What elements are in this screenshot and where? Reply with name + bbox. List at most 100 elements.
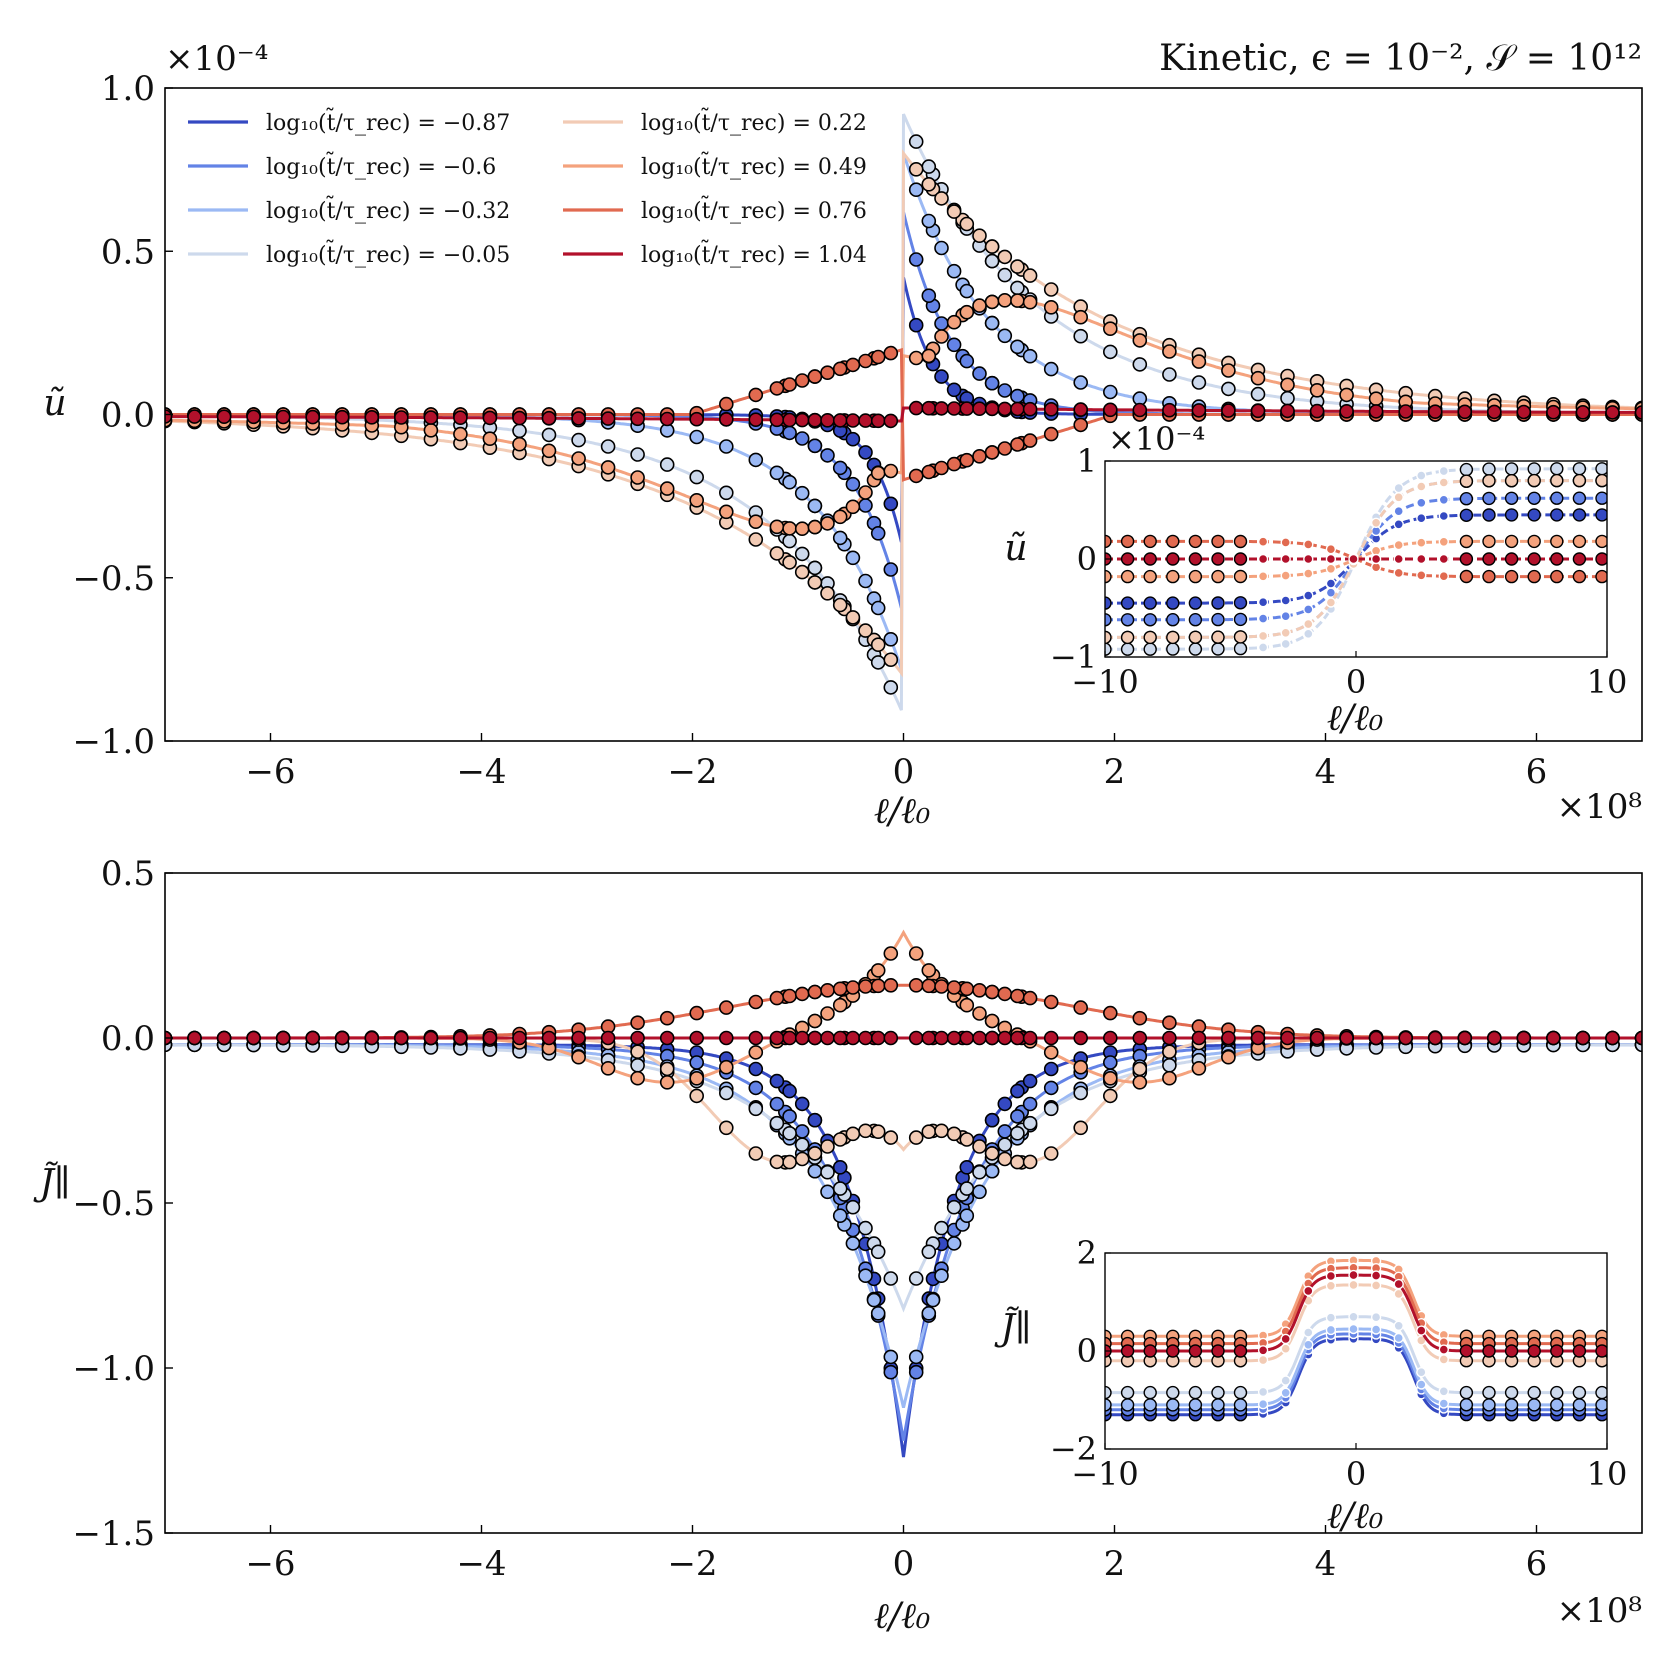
data-point bbox=[782, 1083, 797, 1099]
data-point bbox=[820, 982, 835, 998]
data-point bbox=[883, 1271, 899, 1286]
data-point bbox=[748, 1030, 764, 1046]
inset-data-point bbox=[1280, 553, 1291, 565]
data-point bbox=[1368, 1030, 1384, 1046]
inset-data-point bbox=[1572, 552, 1587, 566]
data-point bbox=[1073, 375, 1088, 390]
y-tick-label: 0.0 bbox=[101, 396, 155, 436]
inset-data-point bbox=[1572, 1385, 1587, 1400]
data-point bbox=[571, 432, 586, 448]
data-point bbox=[689, 1088, 705, 1104]
inset-data-point bbox=[1482, 552, 1496, 566]
legend-label: log₁₀(t̃/τ_rec) = 0.22 bbox=[641, 106, 867, 136]
data-point bbox=[820, 1164, 835, 1180]
inset-data-point bbox=[1393, 539, 1404, 551]
data-point bbox=[1162, 1015, 1177, 1031]
data-point bbox=[946, 382, 962, 398]
inset-data-point bbox=[1370, 1270, 1382, 1281]
data-point bbox=[866, 1292, 882, 1308]
data-point bbox=[1546, 1030, 1561, 1046]
inset-data-point bbox=[1572, 534, 1587, 549]
inset-data-point bbox=[1166, 534, 1180, 549]
inset-data-point bbox=[1482, 1344, 1496, 1358]
x-tick-label: −6 bbox=[245, 752, 295, 792]
inset-data-point bbox=[1595, 491, 1607, 505]
top-inset-y-axis-label: ũ bbox=[1004, 528, 1027, 569]
legend-label: log₁₀(t̃/τ_rec) = 0.76 bbox=[641, 194, 867, 224]
inset-data-point bbox=[1550, 491, 1564, 505]
data-point bbox=[883, 345, 899, 361]
inset-data-point bbox=[1166, 1398, 1180, 1412]
data-point bbox=[908, 1364, 924, 1380]
data-point bbox=[984, 1013, 1000, 1029]
data-point bbox=[1010, 1126, 1025, 1141]
inset-data-point bbox=[1303, 618, 1314, 630]
top-axes-frame bbox=[164, 87, 1643, 742]
inset-data-point bbox=[1527, 508, 1541, 522]
inset-data-point bbox=[1325, 597, 1337, 608]
data-point bbox=[997, 328, 1013, 344]
data-point bbox=[794, 431, 810, 446]
x-tick-label: 2 bbox=[1104, 752, 1126, 792]
data-point bbox=[883, 977, 899, 993]
data-point bbox=[482, 431, 498, 447]
data-point bbox=[883, 652, 899, 668]
data-point bbox=[858, 353, 873, 369]
data-point bbox=[1043, 1101, 1059, 1117]
data-point bbox=[984, 294, 1000, 310]
data-point bbox=[908, 162, 924, 177]
inset-data-point bbox=[1143, 1385, 1157, 1400]
inset-data-point bbox=[1257, 1345, 1269, 1356]
data-point bbox=[959, 216, 975, 232]
data-point bbox=[1250, 1030, 1266, 1046]
series-line bbox=[165, 929, 1642, 1084]
series-line bbox=[165, 406, 1642, 423]
data-point bbox=[1162, 402, 1177, 418]
data-point bbox=[883, 1364, 899, 1380]
data-point bbox=[1280, 377, 1295, 393]
top-x-scale-label: ×10⁸ bbox=[1557, 787, 1642, 827]
inset-data-point bbox=[1416, 553, 1427, 565]
inset-data-point bbox=[1393, 492, 1404, 503]
inset-data-point bbox=[1370, 1324, 1382, 1335]
inset-data-point bbox=[1459, 462, 1474, 477]
data-point bbox=[807, 1163, 823, 1179]
inset-data-point bbox=[1303, 1285, 1314, 1297]
data-point bbox=[972, 1139, 987, 1154]
data-point bbox=[921, 400, 937, 416]
data-point bbox=[934, 460, 949, 476]
inset-data-point bbox=[1393, 567, 1404, 579]
data-point bbox=[1309, 1030, 1325, 1046]
data-point bbox=[972, 401, 987, 417]
inset-data-point bbox=[1211, 552, 1225, 566]
bottom-plot-area bbox=[165, 929, 1642, 1458]
inset-data-point bbox=[1416, 570, 1427, 581]
top-inset-x-axis-label: ℓ/ℓ₀ bbox=[1327, 698, 1384, 739]
data-point bbox=[769, 1154, 785, 1170]
data-point bbox=[630, 1015, 645, 1031]
data-point bbox=[984, 253, 1000, 269]
data-point bbox=[393, 410, 409, 425]
data-point bbox=[782, 1030, 797, 1046]
data-point bbox=[748, 1146, 764, 1161]
inset-data-point bbox=[1211, 1385, 1225, 1400]
inset-data-point bbox=[1188, 552, 1203, 566]
data-point bbox=[934, 369, 949, 384]
inset-data-point bbox=[1233, 569, 1248, 584]
data-point bbox=[908, 134, 924, 149]
data-point bbox=[946, 204, 962, 219]
data-point bbox=[1132, 357, 1148, 372]
data-point bbox=[1191, 403, 1207, 418]
data-point bbox=[921, 1030, 937, 1046]
data-point bbox=[630, 447, 645, 462]
data-point bbox=[820, 448, 835, 463]
data-point bbox=[659, 1061, 675, 1077]
data-point bbox=[934, 1123, 949, 1139]
data-point bbox=[959, 1030, 975, 1046]
data-point bbox=[1546, 404, 1561, 420]
data-point bbox=[832, 981, 848, 997]
inset-data-point bbox=[1459, 569, 1474, 584]
data-point bbox=[1010, 259, 1025, 274]
data-point bbox=[1457, 404, 1473, 420]
